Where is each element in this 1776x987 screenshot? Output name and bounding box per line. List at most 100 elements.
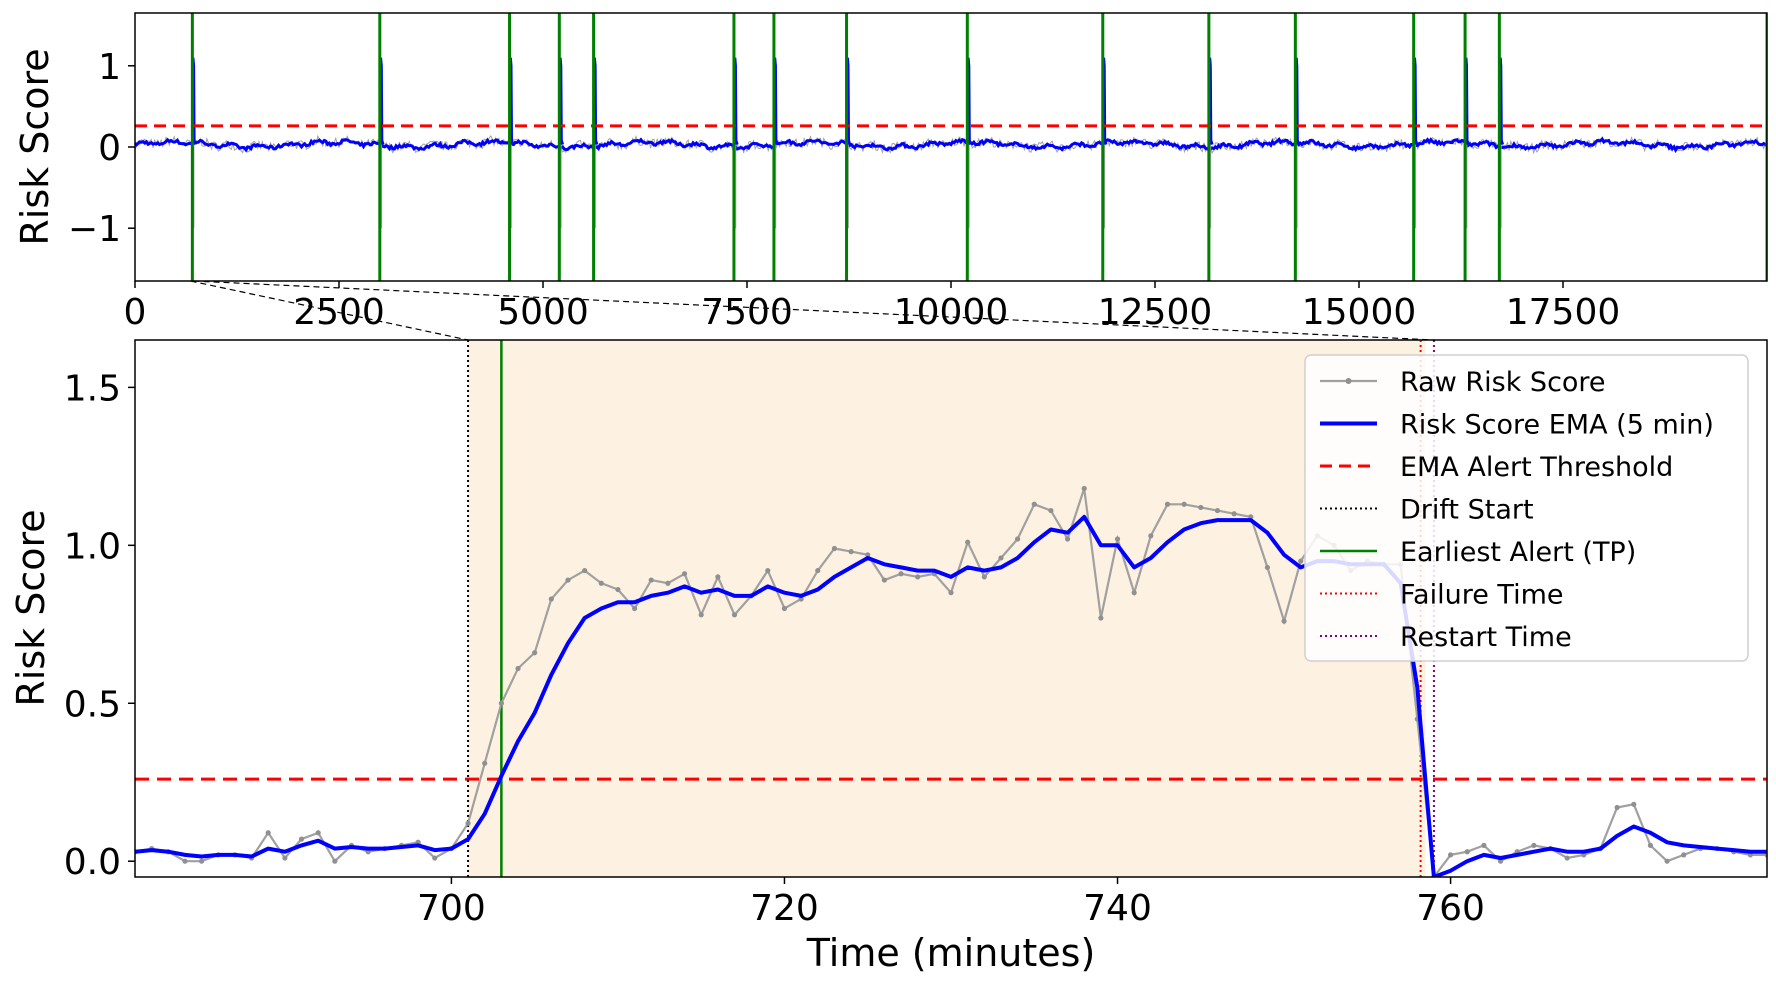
legend-box bbox=[1304, 354, 1749, 662]
raw-risk-point bbox=[565, 577, 571, 583]
legend-label: Restart Time bbox=[1400, 622, 1572, 653]
drift-region bbox=[468, 340, 1426, 877]
raw-risk-point bbox=[848, 549, 854, 555]
raw-risk-point bbox=[1064, 536, 1071, 542]
legend: Raw Risk Score Risk Score EMA (5 min) EMA … bbox=[1304, 354, 1749, 662]
raw-risk-point bbox=[482, 760, 488, 766]
raw-risk-point bbox=[1264, 564, 1271, 571]
raw-risk-point bbox=[199, 858, 205, 864]
raw-risk-point bbox=[332, 858, 338, 864]
raw-risk-point bbox=[548, 596, 554, 602]
detail-ytick-label: 1.5 bbox=[64, 368, 121, 409]
raw-risk-point bbox=[1281, 618, 1287, 624]
raw-risk-point bbox=[981, 574, 987, 580]
raw-risk-point bbox=[731, 612, 738, 618]
legend-label: Drift Start bbox=[1400, 495, 1534, 526]
raw-risk-point bbox=[1031, 501, 1037, 507]
raw-risk-point bbox=[532, 650, 538, 656]
raw-risk-point bbox=[648, 577, 654, 583]
legend-entry: Failure Time bbox=[1320, 580, 1564, 611]
raw-risk-point bbox=[432, 855, 438, 861]
raw-risk-point bbox=[815, 567, 821, 574]
overview-xtick-label: 5000 bbox=[497, 292, 589, 333]
raw-risk-point bbox=[698, 612, 704, 618]
raw-risk-point bbox=[315, 830, 321, 836]
detail-xtick-label: 740 bbox=[1083, 888, 1152, 929]
raw-risk-point bbox=[1015, 536, 1021, 542]
raw-risk-point bbox=[1631, 801, 1637, 807]
raw-risk-point bbox=[1497, 858, 1504, 864]
raw-risk-point bbox=[1647, 842, 1654, 849]
raw-risk-point bbox=[798, 596, 804, 602]
detail-ytick-label: 1.0 bbox=[64, 526, 121, 567]
raw-risk-point bbox=[831, 545, 838, 552]
raw-risk-point bbox=[765, 567, 771, 574]
zoom-connector bbox=[190, 280, 1434, 341]
raw-risk-point bbox=[898, 571, 904, 577]
raw-risk-point bbox=[1214, 507, 1221, 514]
raw-risk-point bbox=[515, 665, 521, 672]
legend-entry: Restart Time bbox=[1320, 622, 1572, 653]
detail-xtick-label: 760 bbox=[1416, 888, 1485, 929]
raw-risk-point bbox=[1114, 536, 1121, 542]
raw-risk-point bbox=[1298, 558, 1304, 564]
raw-risk-point bbox=[1564, 855, 1570, 861]
legend-entry: Raw Risk Score bbox=[1320, 367, 1606, 398]
raw-risk-point bbox=[598, 580, 604, 586]
legend-label: Failure Time bbox=[1400, 580, 1564, 611]
raw-risk-point bbox=[1164, 501, 1171, 507]
raw-risk-point bbox=[681, 571, 688, 577]
detail-xtick-label: 700 bbox=[417, 888, 486, 929]
legend-entry: Drift Start bbox=[1320, 495, 1534, 526]
raw-risk-point bbox=[1614, 804, 1620, 811]
raw-risk-point bbox=[282, 855, 288, 861]
detail-ytick-label: 0.0 bbox=[64, 842, 121, 883]
overview-xtick-label: 15000 bbox=[1302, 292, 1417, 333]
raw-risk-point bbox=[781, 605, 788, 612]
overview-ytick-label: 1 bbox=[98, 47, 121, 88]
legend-entry: EMA Alert Threshold bbox=[1320, 452, 1673, 483]
raw-risk-point bbox=[1664, 858, 1670, 864]
legend-label: Raw Risk Score bbox=[1400, 367, 1606, 398]
overview-panel: 025005000750010000125001500017500−101 Ri… bbox=[13, 12, 1768, 333]
ema-risk-line bbox=[135, 514, 1767, 877]
raw-risk-point bbox=[715, 574, 721, 580]
raw-risk-point bbox=[1098, 615, 1104, 621]
raw-risk-point bbox=[1447, 852, 1454, 858]
detail-xtick-label: 720 bbox=[750, 888, 819, 929]
zoom-connector-right bbox=[193, 280, 1434, 341]
legend-entry: Earliest Alert (TP) bbox=[1320, 537, 1636, 568]
overview-xtick-label: 0 bbox=[124, 292, 147, 333]
raw-risk-point bbox=[1464, 849, 1470, 855]
raw-risk-point bbox=[465, 820, 471, 826]
detail-ytick-label: 0.5 bbox=[64, 684, 121, 725]
raw-risk-point bbox=[1181, 501, 1187, 507]
raw-risk-point bbox=[881, 577, 887, 583]
raw-risk-point bbox=[1081, 485, 1087, 492]
raw-risk-point bbox=[665, 580, 671, 586]
overview-xtick-label: 10000 bbox=[894, 292, 1009, 333]
raw-risk-point bbox=[615, 586, 621, 593]
raw-risk-point bbox=[1048, 507, 1054, 514]
overview-ema-series bbox=[135, 136, 1767, 154]
overview-ytick-label: −1 bbox=[68, 209, 121, 250]
legend-label: Earliest Alert (TP) bbox=[1400, 537, 1636, 568]
raw-risk-point bbox=[631, 605, 638, 612]
overview-xtick-label: 7500 bbox=[701, 292, 793, 333]
raw-risk-point bbox=[1131, 590, 1137, 596]
legend-entry: Risk Score EMA (5 min) bbox=[1320, 410, 1714, 441]
raw-risk-point bbox=[948, 590, 954, 596]
raw-risk-point bbox=[582, 567, 588, 574]
raw-risk-point bbox=[1481, 842, 1487, 849]
legend-label: Risk Score EMA (5 min) bbox=[1400, 410, 1714, 441]
legend-swatch-marker bbox=[1345, 378, 1352, 384]
overview-ylabel: Risk Score bbox=[13, 48, 57, 245]
detail-ylabel: Risk Score bbox=[9, 509, 53, 706]
overview-ytick-label: 0 bbox=[98, 128, 121, 169]
legend-label: EMA Alert Threshold bbox=[1400, 452, 1673, 483]
detail-xlabel: Time (minutes) bbox=[806, 931, 1096, 975]
raw-risk-point bbox=[298, 836, 305, 842]
zoom-connector-left bbox=[190, 280, 469, 341]
raw-risk-point bbox=[865, 552, 871, 558]
